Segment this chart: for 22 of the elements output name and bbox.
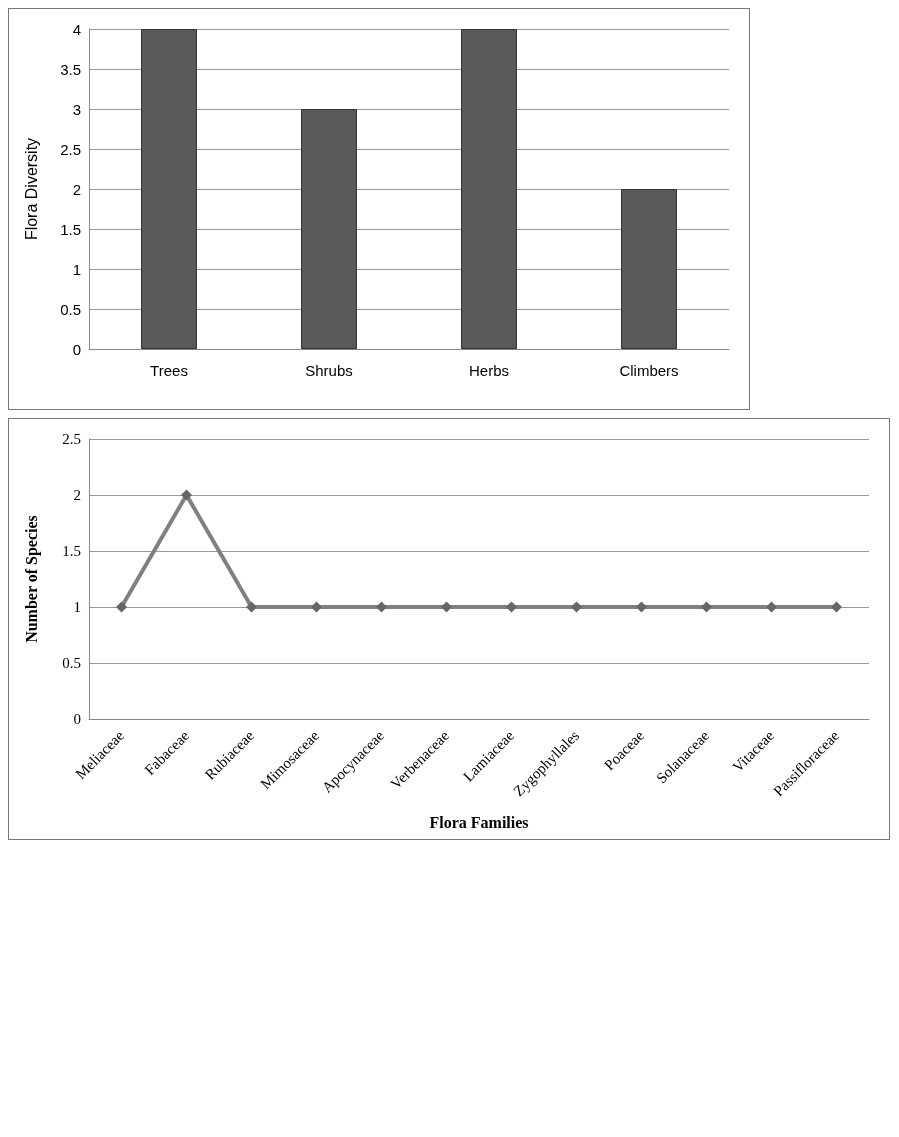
y-tick-label: 1.5 xyxy=(60,220,81,238)
x-axis-title: Flora Families xyxy=(429,813,529,831)
y-axis-title: Number of Species xyxy=(22,515,41,643)
y-tick-label: 2 xyxy=(73,487,81,503)
x-tick-label: Shrubs xyxy=(305,362,353,379)
y-tick-label: 2.5 xyxy=(62,431,81,447)
y-tick-label: 3 xyxy=(72,100,81,118)
y-tick-label: 0.5 xyxy=(62,655,81,671)
y-tick-label: 3.5 xyxy=(60,60,81,78)
x-tick-label: Herbs xyxy=(468,362,510,379)
y-tick-label: 2 xyxy=(72,180,81,198)
y-axis-title: Flora Diversity xyxy=(22,137,40,241)
y-tick-label: 0 xyxy=(73,711,81,727)
x-tick-label: Climbers xyxy=(619,362,679,379)
x-tick-label: Trees xyxy=(150,362,188,379)
y-tick-label: 4 xyxy=(72,20,81,38)
y-tick-label: 0.5 xyxy=(60,300,81,318)
y-tick-label: 2.5 xyxy=(60,140,81,158)
y-tick-label: 1.5 xyxy=(62,543,81,559)
y-tick-label: 1 xyxy=(72,260,81,278)
y-tick-label: 0 xyxy=(72,340,81,358)
y-tick-label: 1 xyxy=(73,599,81,615)
